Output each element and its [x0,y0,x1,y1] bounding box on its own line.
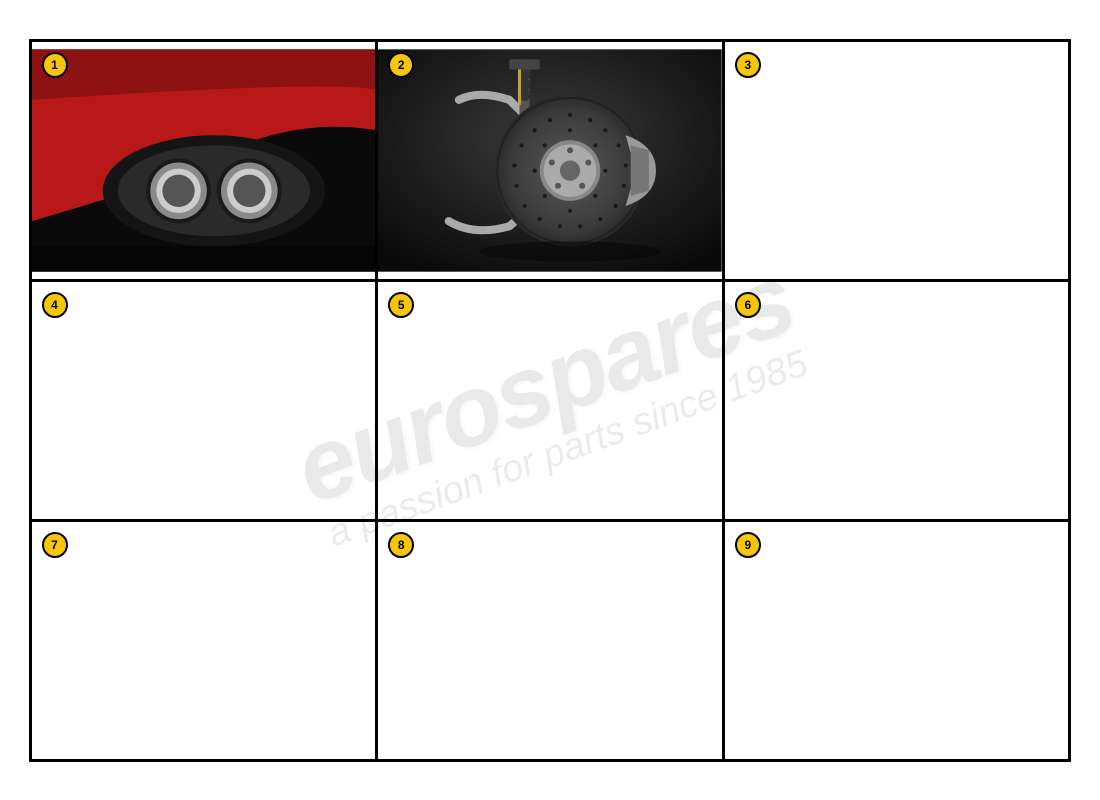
cell-badge: 5 [388,292,414,318]
cell-badge: 4 [42,292,68,318]
cell-badge: 6 [735,292,761,318]
grid-cell-9[interactable]: 9 [722,519,1072,762]
cell-number-label: 7 [51,538,58,552]
cell-number-label: 6 [744,298,751,312]
cell-number-label: 3 [744,58,751,72]
grid-cell-4[interactable]: 4 [29,279,379,522]
grid-cell-3[interactable]: 3 [722,39,1072,282]
grid-cell-2[interactable]: 2 [375,39,725,282]
cell-number-label: 5 [398,298,405,312]
cell-number-label: 1 [51,58,58,72]
parts-grid: 1 2 [0,0,1100,800]
cell-badge: 9 [735,532,761,558]
grid-cell-7[interactable]: 7 [29,519,379,762]
cell-badge: 1 [42,52,68,78]
cell-image-exhaust [32,42,376,279]
cell-badge: 3 [735,52,761,78]
grid-cell-5[interactable]: 5 [375,279,725,522]
cell-badge: 7 [42,532,68,558]
brake-icon [378,42,722,279]
cell-badge: 2 [388,52,414,78]
cell-number-label: 9 [744,538,751,552]
grid-cell-1[interactable]: 1 [29,39,379,282]
exhaust-icon [32,42,376,279]
cell-image-brake [378,42,722,279]
cell-number-label: 2 [398,58,405,72]
cell-badge: 8 [388,532,414,558]
cell-number-label: 8 [398,538,405,552]
grid-cell-8[interactable]: 8 [375,519,725,762]
grid-cell-6[interactable]: 6 [722,279,1072,522]
cell-number-label: 4 [51,298,58,312]
